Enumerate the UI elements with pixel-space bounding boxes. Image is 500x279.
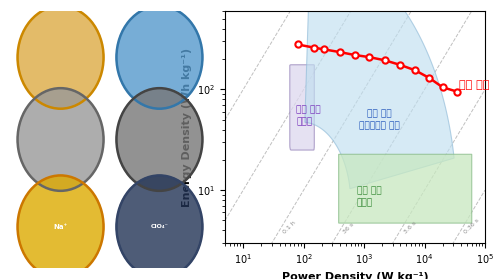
Text: 0.1 h: 0.1 h — [282, 220, 297, 235]
Circle shape — [116, 6, 202, 109]
Text: 3.6 s: 3.6 s — [403, 220, 417, 235]
Circle shape — [116, 175, 202, 278]
Text: Na⁺: Na⁺ — [54, 224, 68, 230]
Circle shape — [18, 6, 104, 109]
Y-axis label: Energy Density (Wh kg⁻¹): Energy Density (Wh kg⁻¹) — [182, 47, 192, 206]
Text: 36 s: 36 s — [342, 222, 355, 235]
Text: 소듐 이온
배터리: 소듐 이온 배터리 — [296, 105, 320, 126]
FancyBboxPatch shape — [290, 65, 314, 150]
Text: 이번 연구: 이번 연구 — [460, 80, 490, 90]
Polygon shape — [305, 0, 454, 189]
X-axis label: Power Density (W kg⁻¹): Power Density (W kg⁻¹) — [282, 272, 428, 279]
Text: 소듐 이온
하이브리드 전지: 소듐 이온 하이브리드 전지 — [359, 109, 400, 130]
FancyBboxPatch shape — [338, 154, 472, 223]
Circle shape — [18, 175, 104, 278]
Text: 0.36 s: 0.36 s — [464, 218, 480, 235]
Circle shape — [18, 88, 104, 191]
Text: 소듐 이온
축전지: 소듐 이온 축전지 — [356, 187, 381, 208]
Circle shape — [116, 88, 202, 191]
Text: ClO₄⁻: ClO₄⁻ — [150, 224, 168, 229]
